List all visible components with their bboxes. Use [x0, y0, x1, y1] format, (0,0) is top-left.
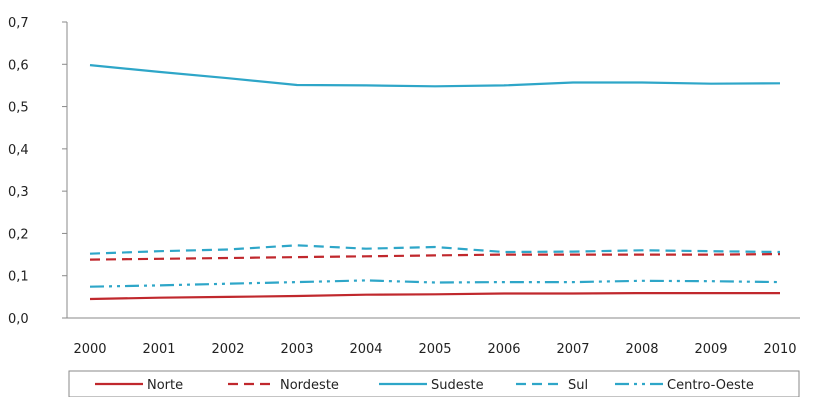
- legend-label-nordeste: Nordeste: [280, 378, 339, 393]
- x-axis-ticks: 2000 2001 2002 2003 2004 2005 2006 2007 2008 2009…: [73, 342, 796, 357]
- x-tick-label: 2000: [73, 342, 106, 357]
- x-tick-label: 2010: [763, 342, 796, 357]
- legend-label-sudeste: Sudeste: [431, 378, 484, 393]
- legend-label-norte: Norte: [147, 378, 183, 393]
- x-tick-label: 2002: [211, 342, 244, 357]
- y-tick-label: 0,0: [8, 312, 29, 327]
- y-tick-label: 0,6: [8, 58, 29, 73]
- axes: [66, 22, 800, 319]
- series-line-sul: [89, 244, 781, 255]
- y-tick-label: 0,7: [8, 16, 29, 31]
- x-tick-label: 2008: [625, 342, 658, 357]
- x-tick-label: 2007: [556, 342, 589, 357]
- x-tick-label: 2005: [418, 342, 451, 357]
- x-tick-label: 2009: [694, 342, 727, 357]
- legend-box: [68, 370, 800, 397]
- legend: Norte Nordeste Sudeste Sul Centro-Oeste: [68, 370, 800, 397]
- x-tick-label: 2004: [349, 342, 382, 357]
- y-tick-label: 0,1: [8, 270, 29, 285]
- y-tick-label: 0,3: [8, 185, 29, 200]
- series-line-nordeste: [89, 253, 781, 261]
- series-line-centro-oeste: [89, 279, 781, 288]
- x-tick-label: 2003: [280, 342, 313, 357]
- x-tick-label: 2006: [487, 342, 520, 357]
- series-line-norte: [89, 292, 780, 301]
- y-tick-label: 0,4: [8, 143, 29, 158]
- legend-label-sul: Sul: [568, 378, 588, 393]
- series-lines: [89, 64, 781, 301]
- series-line-sudeste: [89, 64, 781, 88]
- y-tick-label: 0,5: [8, 101, 29, 116]
- x-tick-label: 2001: [142, 342, 175, 357]
- legend-label-centro-oeste: Centro-Oeste: [667, 378, 754, 393]
- y-tick-label: 0,2: [8, 227, 29, 242]
- y-axis-ticks: 0,0 0,1 0,2 0,3 0,4 0,5 0,6 0,7: [8, 16, 67, 327]
